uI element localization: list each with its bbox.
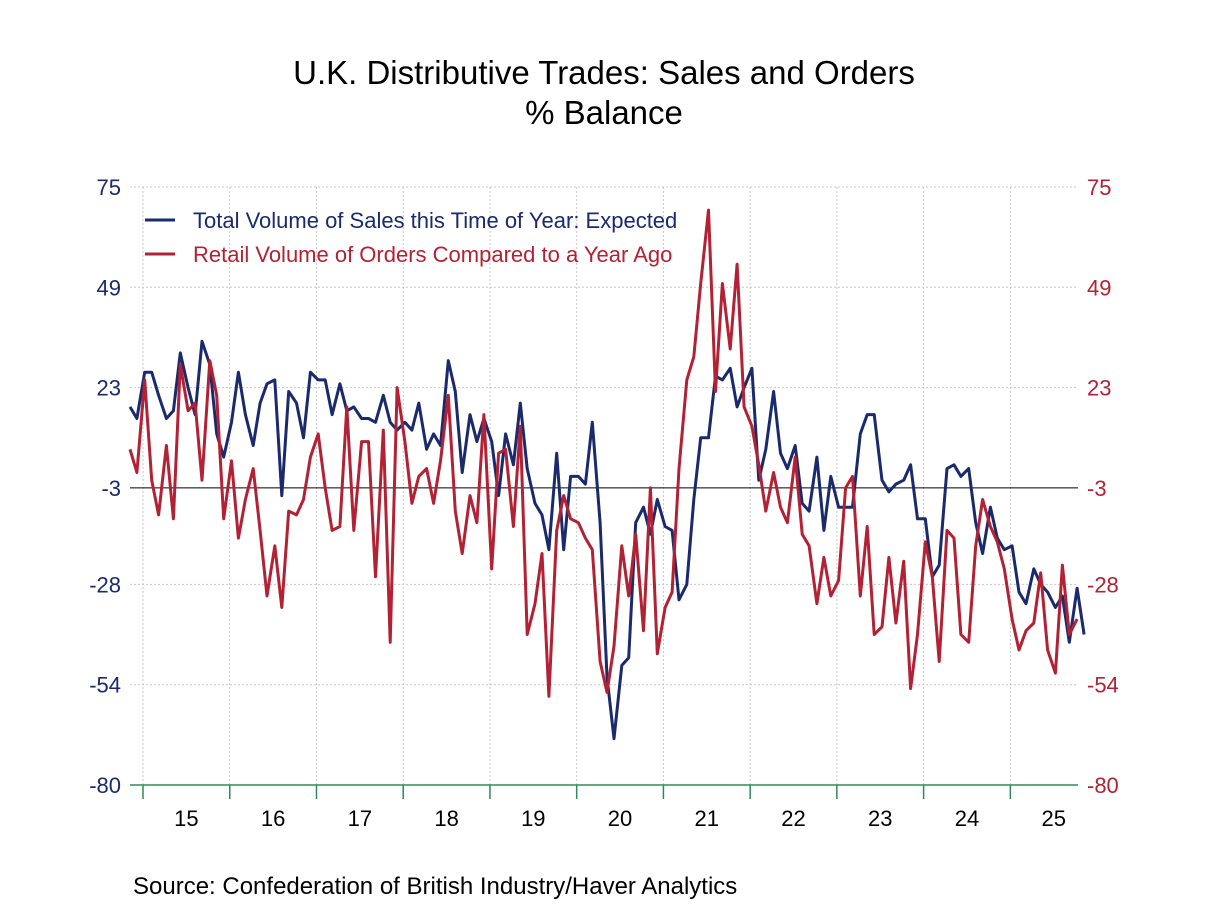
series-line-sales	[128, 339, 1086, 741]
chart-title: U.K. Distributive Trades: Sales and Orde…	[293, 54, 915, 91]
y-tick-left-2: 23	[97, 376, 121, 401]
x-tick-label-22: 22	[781, 806, 805, 831]
y-axis-left: 75 49 23 -3 -28 -54 -80	[89, 175, 121, 798]
y-tick-left-3: -3	[101, 476, 121, 501]
x-tick-label-18: 18	[434, 806, 458, 831]
x-tick-label-16: 16	[261, 806, 285, 831]
y-axis-right: 75 49 23 -3 -28 -54 -80	[1087, 175, 1119, 798]
series-line-orders	[128, 208, 1079, 698]
x-tick-label-17: 17	[348, 806, 372, 831]
y-tick-left-4: -28	[89, 572, 121, 597]
y-tick-left-0: 75	[97, 175, 121, 200]
y-tick-left-5: -54	[89, 673, 121, 698]
x-tick-label-15: 15	[174, 806, 198, 831]
chart-subtitle: % Balance	[525, 94, 683, 131]
legend-label-sales: Total Volume of Sales this Time of Year:…	[193, 208, 677, 233]
y-tick-right-6: -80	[1087, 773, 1119, 798]
y-tick-right-1: 49	[1087, 275, 1111, 300]
legend-label-orders: Retail Volume of Orders Compared to a Ye…	[193, 242, 672, 267]
source-note: Source: Confederation of British Industr…	[133, 873, 737, 900]
grid	[130, 186, 1078, 786]
x-tick-label-21: 21	[695, 806, 719, 831]
series-lines	[128, 208, 1086, 741]
x-tick-label-20: 20	[608, 806, 632, 831]
x-tick-label-24: 24	[955, 806, 979, 831]
y-tick-right-0: 75	[1087, 175, 1111, 200]
x-tick-labels: 15 16 17 18 19 20 21 22 23 24 25	[174, 806, 1066, 831]
x-tick-label-23: 23	[868, 806, 892, 831]
y-tick-right-3: -3	[1087, 476, 1107, 501]
legend: Total Volume of Sales this Time of Year:…	[145, 208, 677, 267]
y-tick-right-5: -54	[1087, 673, 1119, 698]
x-axis	[130, 784, 1078, 799]
y-tick-left-6: -80	[89, 773, 121, 798]
x-tick-label-25: 25	[1041, 806, 1065, 831]
y-tick-right-2: 23	[1087, 376, 1111, 401]
y-tick-left-1: 49	[97, 275, 121, 300]
x-tick-label-19: 19	[521, 806, 545, 831]
y-tick-right-4: -28	[1087, 572, 1119, 597]
